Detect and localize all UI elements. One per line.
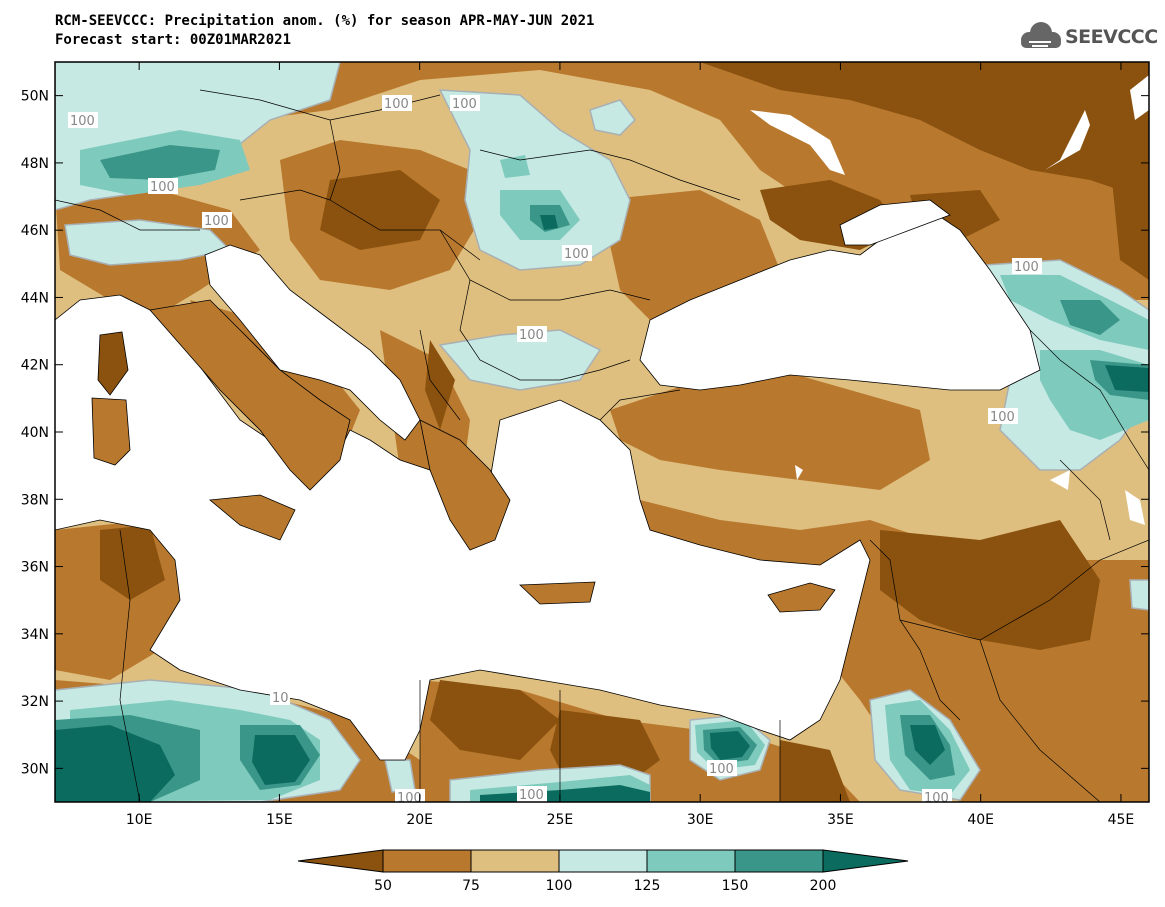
islands xyxy=(91,299,836,613)
sea-of-azov xyxy=(839,199,951,246)
greece-peninsula xyxy=(419,419,511,551)
svg-text:100: 100 xyxy=(204,214,229,229)
black-sea xyxy=(639,209,1041,391)
legend-swatch xyxy=(470,849,560,873)
contour-label: 100 xyxy=(148,178,178,195)
contour-label: 10 xyxy=(270,689,290,706)
crete-island xyxy=(519,581,596,605)
adriatic-sea xyxy=(204,244,421,441)
lon-tick-label: 15E xyxy=(266,812,293,828)
lon-tick-label: 40E xyxy=(967,812,994,828)
cyprus-island xyxy=(767,582,836,613)
lon-tick-label: 35E xyxy=(827,812,854,828)
sardinia-island xyxy=(91,397,131,466)
lat-tick-label: 42N xyxy=(21,358,49,374)
lat-tick-label: 38N xyxy=(21,492,49,508)
svg-text:100: 100 xyxy=(564,247,589,262)
legend-swatch xyxy=(822,849,909,873)
svg-text:100: 100 xyxy=(70,114,95,129)
lat-tick-label: 34N xyxy=(21,627,49,643)
contour-label: 100 xyxy=(395,789,425,806)
legend-tick-label: 75 xyxy=(462,878,480,894)
lon-tick-label: 30E xyxy=(687,812,714,828)
map-title: RCM-SEEVCCC: Precipitation anom. (%) for… xyxy=(55,12,594,50)
lat-tick-label: 46N xyxy=(21,223,49,239)
contour-label: 100 xyxy=(68,112,98,129)
lon-tick-label: 45E xyxy=(1108,812,1135,828)
svg-text:100: 100 xyxy=(1014,260,1039,275)
svg-text:100: 100 xyxy=(709,762,734,777)
lon-tick-label: 10E xyxy=(126,812,153,828)
svg-text:100: 100 xyxy=(519,788,544,803)
title-line-1: RCM-SEEVCCC: Precipitation anom. (%) for… xyxy=(55,13,595,29)
sicily-island xyxy=(209,494,296,541)
lat-tick-label: 40N xyxy=(21,425,49,441)
lat-tick-label: 32N xyxy=(21,694,49,710)
italy-peninsula xyxy=(149,299,351,491)
lon-tick-label: 25E xyxy=(547,812,574,828)
title-line-2: Forecast start: 00Z01MAR2021 xyxy=(55,32,292,48)
lat-tick-label: 36N xyxy=(21,560,49,576)
legend-swatch xyxy=(646,849,736,873)
legend-swatch xyxy=(558,849,648,873)
svg-text:100: 100 xyxy=(384,97,409,112)
longitude-axis: 10E 15E 20E 25E 30E 35E 40E 45E xyxy=(126,62,1134,828)
lat-tick-label: 44N xyxy=(21,290,49,306)
contour-label: 100 xyxy=(988,408,1018,425)
corsica-island xyxy=(97,331,129,396)
contour-label: 100 xyxy=(1012,258,1042,275)
lat-tick-label: 30N xyxy=(21,761,49,777)
country-borders xyxy=(55,89,1149,802)
contour-labels: 100 100 100 100 100 100 100 100 100 100 … xyxy=(68,95,1042,806)
lat-tick-label: 50N xyxy=(21,89,49,105)
legend-swatch xyxy=(382,849,472,873)
legend-tick-label: 150 xyxy=(722,878,749,894)
contour-label: 100 xyxy=(707,760,737,777)
svg-text:100: 100 xyxy=(452,97,477,112)
contour-label: 100 xyxy=(922,789,952,806)
lakes xyxy=(750,75,1149,525)
contour-label: 100 xyxy=(517,786,547,803)
contour-label: 100 xyxy=(450,95,480,112)
legend-tick-label: 200 xyxy=(810,878,837,894)
cloud-icon xyxy=(1021,22,1061,48)
svg-text:100: 100 xyxy=(519,328,544,343)
contour-label: 100 xyxy=(562,245,592,262)
legend-colorbar: 50 75 100 125 150 200 xyxy=(297,849,909,894)
svg-text:10: 10 xyxy=(272,691,289,706)
svg-text:100: 100 xyxy=(150,180,175,195)
contour-label: 100 xyxy=(382,95,412,112)
svg-text:100: 100 xyxy=(924,791,949,806)
contour-label: 100 xyxy=(517,326,547,343)
legend-swatch xyxy=(734,849,824,873)
lat-tick-label: 48N xyxy=(21,156,49,172)
svg-text:100: 100 xyxy=(397,791,422,806)
logo-text: SEEVCCC xyxy=(1065,26,1158,48)
legend-tick-label: 125 xyxy=(634,878,661,894)
latitude-axis: 50N 48N 46N 44N 42N 40N 38N 36N 34N 32N 30N xyxy=(21,89,1149,777)
legend-swatch xyxy=(297,849,384,873)
svg-text:100: 100 xyxy=(990,410,1015,425)
lon-tick-label: 20E xyxy=(406,812,433,828)
legend-tick-label: 50 xyxy=(374,878,392,894)
legend-tick-label: 100 xyxy=(546,878,573,894)
contour-label: 100 xyxy=(202,212,232,229)
